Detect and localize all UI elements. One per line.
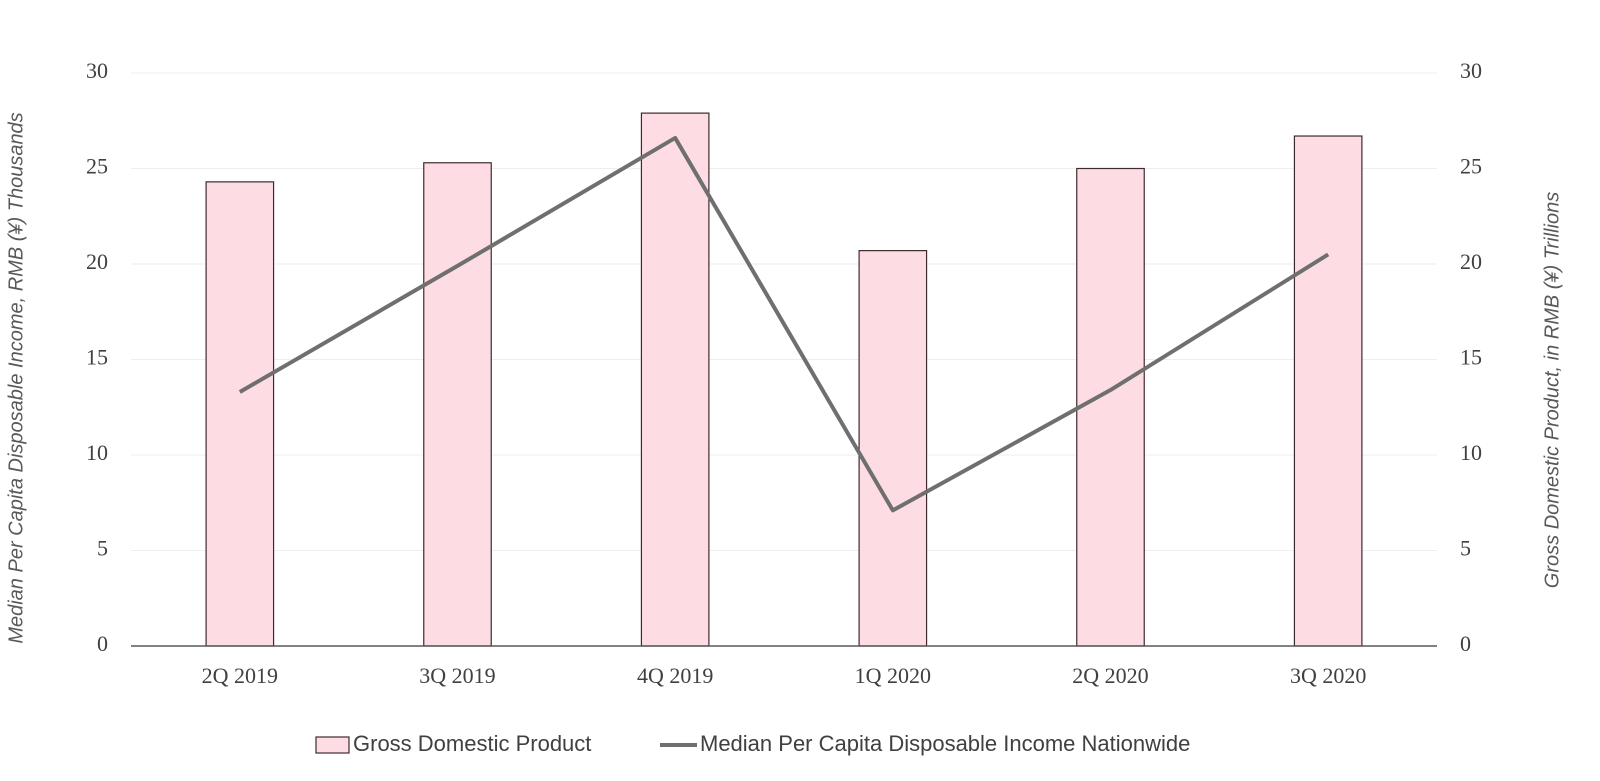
legend-label: Median Per Capita Disposable Income Nati… <box>700 731 1190 756</box>
y2-tick-label: 15 <box>1460 345 1482 370</box>
bar <box>858 250 928 647</box>
legend-swatch <box>315 736 350 754</box>
y-tick-label: 10 <box>86 440 108 465</box>
bar <box>640 112 710 647</box>
x-tick-label: 3Q 2019 <box>419 663 495 688</box>
y2-tick-label: 10 <box>1460 440 1482 465</box>
line <box>238 135 1330 513</box>
y-tick-label: 0 <box>97 631 108 656</box>
y-tick-label: 15 <box>86 345 108 370</box>
y2-tick-label: 0 <box>1460 631 1471 656</box>
y-tick-label: 25 <box>86 154 108 179</box>
bar <box>1076 167 1145 647</box>
bar <box>205 181 275 647</box>
x-tick-label: 2Q 2019 <box>202 663 278 688</box>
y-tick-label: 5 <box>97 536 108 561</box>
y2-tick-label: 5 <box>1460 536 1471 561</box>
x-tick-label: 1Q 2020 <box>855 663 931 688</box>
bar <box>1293 135 1363 647</box>
y-tick-label: 30 <box>86 58 108 83</box>
bar <box>423 162 492 647</box>
y-axis-title: Median Per Capita Disposable Income, RMB… <box>5 112 27 643</box>
y-tick-label: 20 <box>86 249 108 274</box>
x-tick-label: 4Q 2019 <box>637 663 713 688</box>
legend-label: Gross Domestic Product <box>353 731 591 756</box>
x-tick-label: 2Q 2020 <box>1072 663 1148 688</box>
x-tick-label: 3Q 2020 <box>1290 663 1366 688</box>
y2-tick-label: 30 <box>1460 58 1482 83</box>
y2-tick-label: 25 <box>1460 154 1482 179</box>
y2-axis-title: Gross Domestic Product, in RMB (¥) Trill… <box>1541 192 1563 588</box>
y2-tick-label: 20 <box>1460 249 1482 274</box>
